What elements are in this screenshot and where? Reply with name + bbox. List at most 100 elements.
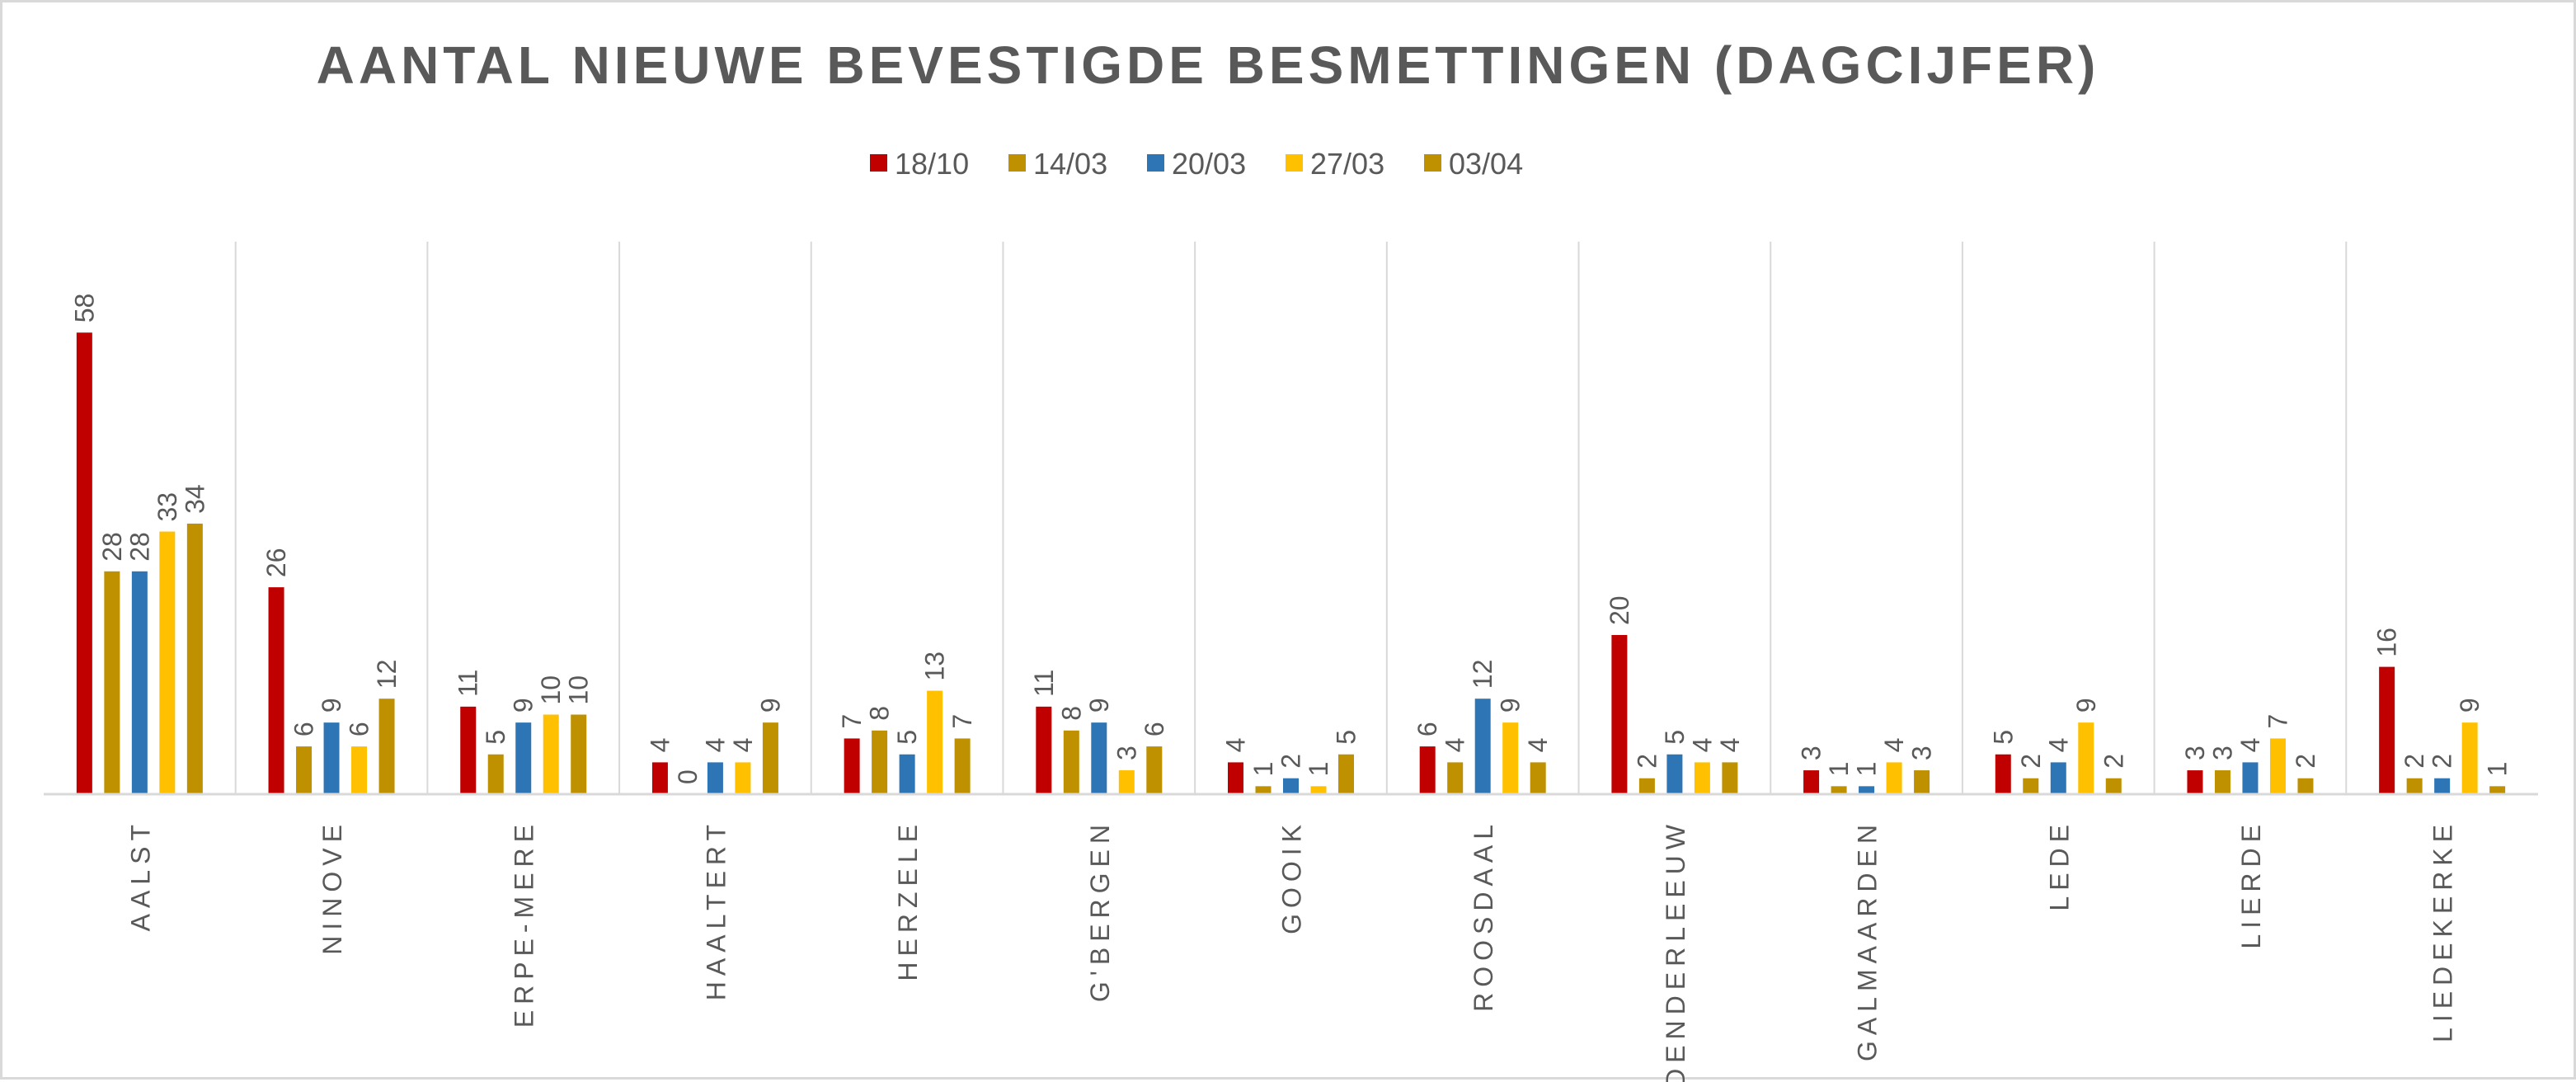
- bar: [762, 722, 778, 794]
- bar: [2489, 786, 2506, 794]
- bar: [460, 706, 477, 794]
- data-label: 9: [1496, 698, 1525, 713]
- bar: [1283, 778, 1299, 794]
- bar: [899, 754, 915, 794]
- data-label: 26: [261, 548, 291, 578]
- data-label: 7: [2263, 714, 2292, 729]
- bar: [1255, 786, 1272, 794]
- bar: [2297, 778, 2314, 794]
- category-label: HAALTERT: [701, 819, 731, 1000]
- category-label: G'BERGEN: [1085, 819, 1115, 1002]
- bar: [543, 714, 559, 794]
- legend-label: 18/10: [895, 147, 969, 181]
- bar: [1886, 762, 1902, 794]
- data-label: 5: [481, 730, 510, 745]
- bar: [1474, 699, 1491, 794]
- data-label: 8: [865, 706, 895, 721]
- category-labels: AALST NINOVE ERPE-MERE HAALTERT HERZELE G'BER…: [125, 819, 2457, 1082]
- category-dividers: [234, 242, 2348, 794]
- legend: 18/10 14/03 20/03 27/03 03/04: [870, 147, 1523, 181]
- data-label: 4: [1687, 738, 1717, 753]
- data-label: 6: [345, 722, 374, 736]
- bar: [1118, 770, 1135, 794]
- legend-label: 27/03: [1310, 147, 1384, 181]
- category-label: GALMAARDEN: [1853, 819, 1883, 1061]
- bar: [1447, 762, 1464, 794]
- data-label: 3: [2207, 746, 2237, 760]
- bar: [378, 699, 395, 794]
- bar: [2461, 722, 2478, 794]
- bar: [2214, 770, 2230, 794]
- data-label: 1: [1248, 762, 1278, 777]
- legend-label: 14/03: [1033, 147, 1107, 181]
- data-label: 10: [564, 675, 594, 705]
- bar: [1419, 746, 1436, 794]
- data-label: 13: [920, 652, 950, 681]
- bar: [954, 738, 971, 794]
- bar: [1611, 635, 1628, 794]
- bar: [2379, 666, 2395, 794]
- category-label: ERPE-MERE: [510, 819, 539, 1028]
- data-label: 2: [2400, 754, 2429, 769]
- data-label: 9: [2071, 698, 2101, 713]
- bar: [1831, 786, 1847, 794]
- legend-label: 20/03: [1172, 147, 1246, 181]
- data-label: 11: [454, 670, 483, 697]
- data-label: 4: [700, 738, 730, 753]
- data-label: 10: [536, 675, 566, 705]
- data-label: 12: [372, 660, 402, 689]
- bar: [1338, 754, 1354, 794]
- data-label: 4: [2235, 738, 2265, 753]
- data-label: 3: [1907, 746, 1937, 760]
- category-label: AALST: [125, 819, 155, 931]
- category-label: LIERDE: [2236, 819, 2266, 949]
- bar: [1228, 762, 1243, 794]
- data-label: 4: [1879, 738, 1909, 753]
- data-label: 9: [509, 698, 538, 713]
- data-label: 6: [1140, 722, 1169, 736]
- data-label: 1: [2483, 762, 2513, 777]
- data-label: 2: [1276, 754, 1306, 769]
- bar: [1995, 754, 2011, 794]
- data-label: 4: [1221, 738, 1251, 753]
- data-label: 2: [2428, 754, 2457, 769]
- bar: [2105, 778, 2122, 794]
- bar: [1859, 786, 1875, 794]
- bar: [2078, 722, 2094, 794]
- bar: [1530, 762, 1546, 794]
- legend-swatch: [1286, 154, 1303, 172]
- data-label: 5: [1988, 730, 2018, 745]
- bar: [487, 754, 504, 794]
- data-label: 34: [180, 484, 209, 514]
- bar: [2242, 762, 2259, 794]
- bar: [927, 690, 943, 794]
- bar: [131, 571, 148, 794]
- data-label: 4: [645, 738, 675, 753]
- data-label: 28: [125, 532, 154, 562]
- data-label: 5: [892, 730, 922, 745]
- legend-item: 18/10: [870, 147, 969, 181]
- bar: [1638, 778, 1655, 794]
- data-label: 3: [2180, 746, 2210, 760]
- bar: [872, 730, 888, 794]
- bar: [1063, 730, 1079, 794]
- bar: [2406, 778, 2423, 794]
- category-label: GOOIK: [1277, 819, 1307, 934]
- bar: [1146, 746, 1163, 794]
- data-label: 28: [97, 532, 127, 562]
- bar: [1694, 762, 1710, 794]
- data-label: 8: [1056, 706, 1086, 721]
- bar: [323, 722, 340, 794]
- data-label: 2: [2016, 754, 2046, 769]
- category-label: HERZELE: [893, 819, 923, 981]
- legend-swatch: [1008, 154, 1026, 172]
- data-label: 7: [947, 714, 977, 729]
- data-label: 33: [153, 492, 182, 522]
- data-label: 7: [837, 714, 867, 729]
- bar: [735, 762, 751, 794]
- data-label: 2: [2291, 754, 2320, 769]
- legend-swatch: [870, 154, 887, 172]
